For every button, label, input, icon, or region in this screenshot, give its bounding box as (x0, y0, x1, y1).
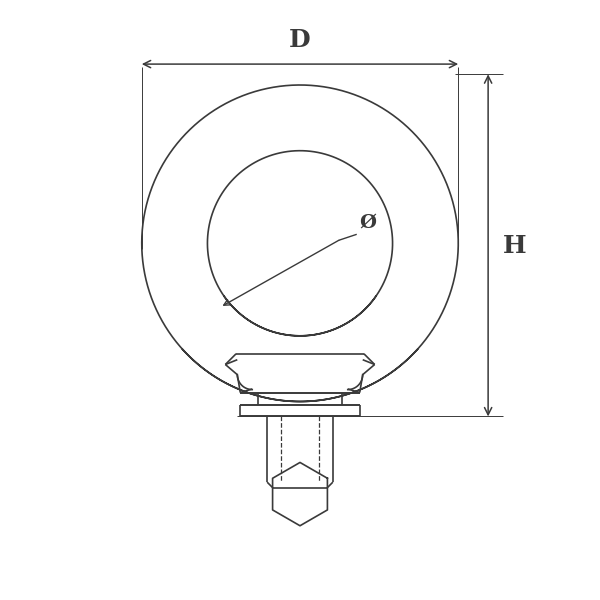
Text: Ø: Ø (360, 214, 377, 232)
Text: H: H (503, 234, 527, 258)
Text: D: D (289, 28, 311, 52)
